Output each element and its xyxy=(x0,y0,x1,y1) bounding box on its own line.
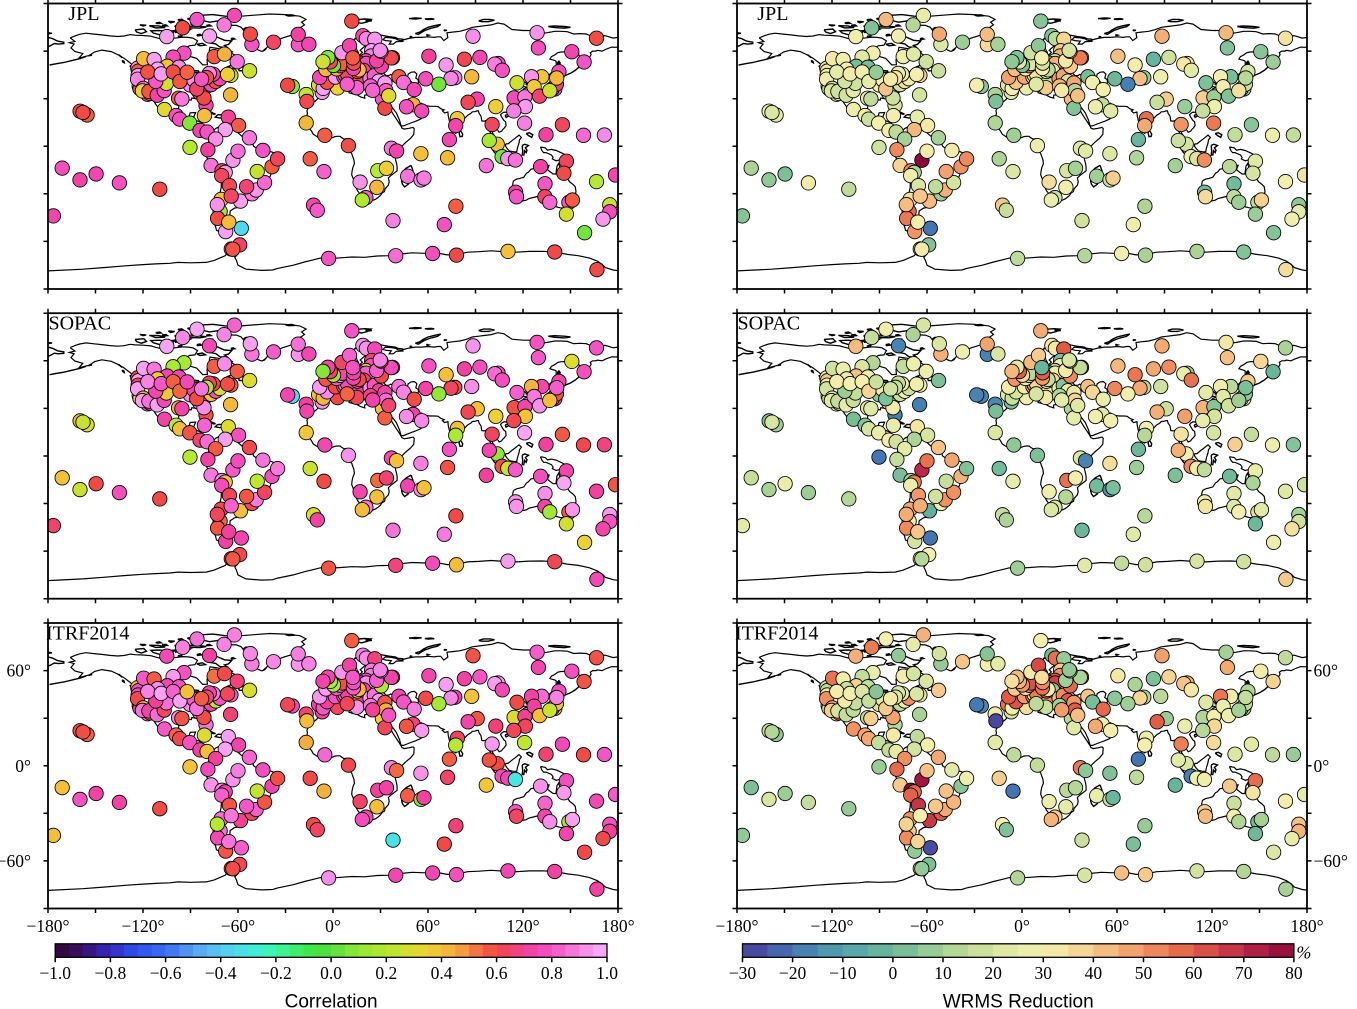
svg-text:−0.8: −0.8 xyxy=(95,963,127,983)
svg-text:60°: 60° xyxy=(1105,916,1130,936)
svg-text:80: 80 xyxy=(1285,963,1303,983)
svg-text:50: 50 xyxy=(1135,963,1153,983)
svg-text:180°: 180° xyxy=(601,916,634,936)
svg-text:120°: 120° xyxy=(506,916,539,936)
svg-text:JPL: JPL xyxy=(757,3,788,25)
svg-text:0.2: 0.2 xyxy=(375,963,397,983)
svg-text:−60°: −60° xyxy=(910,916,944,936)
svg-text:180°: 180° xyxy=(1290,916,1323,936)
svg-text:10: 10 xyxy=(934,963,952,983)
svg-text:−1.0: −1.0 xyxy=(39,963,71,983)
svg-text:−60°: −60° xyxy=(0,851,31,871)
svg-text:ITRF2014: ITRF2014 xyxy=(46,623,129,645)
svg-text:0.8: 0.8 xyxy=(541,963,563,983)
svg-text:40: 40 xyxy=(1085,963,1103,983)
svg-text:0: 0 xyxy=(889,963,898,983)
svg-text:Correlation: Correlation xyxy=(285,991,378,1009)
svg-text:WRMS Reduction: WRMS Reduction xyxy=(943,991,1094,1009)
svg-text:120°: 120° xyxy=(1195,916,1228,936)
svg-text:0°: 0° xyxy=(1014,916,1030,936)
svg-text:−0.6: −0.6 xyxy=(150,963,182,983)
svg-text:60°: 60° xyxy=(416,916,441,936)
svg-text:ITRF2014: ITRF2014 xyxy=(735,623,818,645)
svg-text:SOPAC: SOPAC xyxy=(49,313,112,335)
svg-text:0°: 0° xyxy=(325,916,341,936)
svg-text:20: 20 xyxy=(984,963,1002,983)
svg-text:30: 30 xyxy=(1035,963,1053,983)
svg-text:−120°: −120° xyxy=(810,916,853,936)
svg-text:−0.2: −0.2 xyxy=(260,963,292,983)
svg-text:70: 70 xyxy=(1235,963,1253,983)
svg-text:60: 60 xyxy=(1185,963,1203,983)
svg-text:0.4: 0.4 xyxy=(431,963,453,983)
svg-text:0.6: 0.6 xyxy=(486,963,508,983)
svg-text:%: % xyxy=(1296,942,1311,962)
svg-text:−120°: −120° xyxy=(121,916,164,936)
svg-text:1.0: 1.0 xyxy=(596,963,618,983)
svg-text:−20: −20 xyxy=(779,963,807,983)
svg-text:−60°: −60° xyxy=(221,916,255,936)
svg-text:−180°: −180° xyxy=(26,916,69,936)
svg-text:−0.4: −0.4 xyxy=(205,963,237,983)
svg-text:60°: 60° xyxy=(7,661,32,681)
svg-text:−30: −30 xyxy=(729,963,757,983)
svg-text:−60°: −60° xyxy=(1314,851,1348,871)
svg-text:60°: 60° xyxy=(1314,661,1339,681)
svg-text:−10: −10 xyxy=(829,963,857,983)
svg-text:−180°: −180° xyxy=(715,916,758,936)
svg-text:JPL: JPL xyxy=(68,3,99,25)
svg-text:SOPAC: SOPAC xyxy=(738,313,801,335)
svg-text:0.0: 0.0 xyxy=(320,963,342,983)
svg-text:0°: 0° xyxy=(1314,756,1330,776)
svg-text:0°: 0° xyxy=(15,756,31,776)
